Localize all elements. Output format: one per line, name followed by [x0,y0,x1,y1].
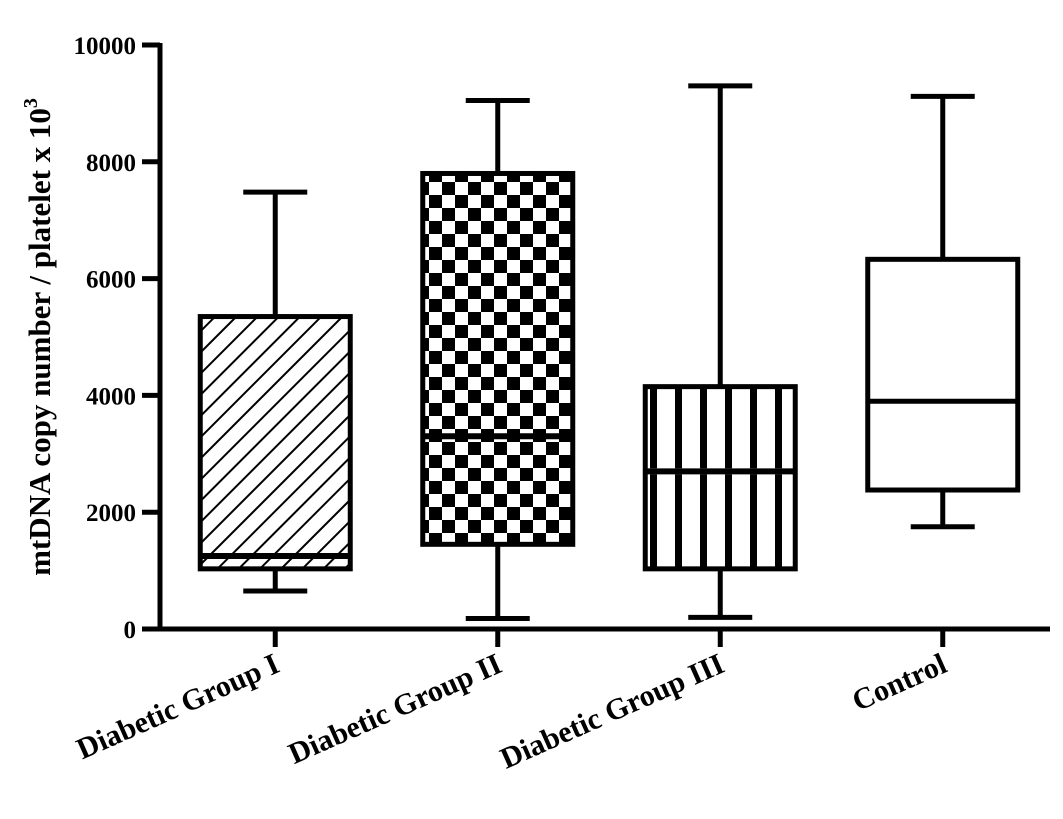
y-tick-label-2000: 2000 [86,500,136,527]
y-tick-label-6000: 6000 [86,267,136,294]
box-1 [197,189,353,594]
box-3 [642,83,798,620]
iqr-box [420,170,576,547]
category-label-4: Control [847,647,951,718]
box-2 [420,97,576,621]
y-tick-label-8000: 8000 [86,150,136,177]
category-label-1: Diabetic Group I [72,647,284,766]
y-tick-label-10000: 10000 [74,33,137,60]
y-tick-label-4000: 4000 [86,383,136,410]
iqr-box [865,256,1021,493]
y-axis-title-text: mtDNA copy number / platelet x 10 [22,108,57,576]
category-label-3: Diabetic Group III [495,647,729,775]
x-axis [158,626,1050,647]
y-axis-title-superscript: 3 [20,98,42,108]
category-label-2: Diabetic Group II [284,647,507,770]
y-tick-label-0: 0 [124,617,137,644]
box-4 [865,93,1021,530]
iqr-box [197,314,353,572]
y-axis-title: mtDNA copy number / platelet x 103 [20,98,57,576]
category-labels: Diabetic Group I Diabetic Group IIDiabeti… [72,647,952,775]
y-axis: 0 2000 4000 6000 8000 10000 [74,33,163,644]
iqr-box [642,384,798,572]
boxes [197,83,1021,621]
